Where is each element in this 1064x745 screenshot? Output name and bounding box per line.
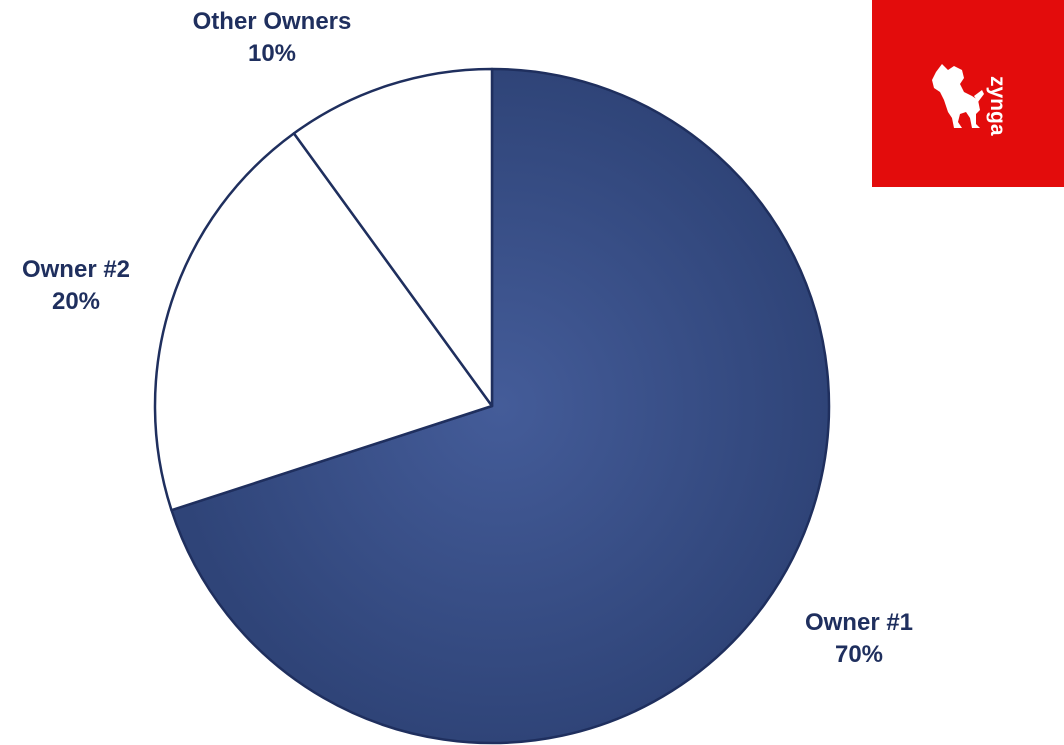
pie-label-name: Other Owners bbox=[193, 8, 352, 35]
logo-background bbox=[872, 0, 1064, 187]
pie-label-1: Owner #1 70% bbox=[805, 609, 913, 668]
pie-slice-owner-2 bbox=[153, 132, 494, 512]
pie-label-percent: 70% bbox=[835, 641, 883, 668]
pie-label-name: Owner #2 bbox=[22, 256, 130, 283]
pie-label-name: Owner #1 bbox=[805, 609, 913, 636]
pie-slice-owner-1 bbox=[170, 67, 831, 745]
pie-labels: Owner #1 70% Owner #2 20% Other Owners 10% bbox=[22, 8, 913, 668]
zynga-dog-icon bbox=[932, 64, 984, 128]
pie-label-3: Other Owners 10% bbox=[193, 8, 352, 67]
pie-slice-other-owners bbox=[292, 67, 494, 408]
pie-slices bbox=[153, 67, 831, 745]
zynga-logo-graphic: zynga bbox=[872, 0, 1064, 187]
pie-label-2: Owner #2 20% bbox=[22, 256, 130, 315]
pie-label-percent: 10% bbox=[248, 40, 296, 67]
zynga-logo: zynga bbox=[872, 0, 1064, 187]
zynga-wordmark: zynga bbox=[986, 76, 1009, 136]
pie-label-percent: 20% bbox=[52, 288, 100, 315]
